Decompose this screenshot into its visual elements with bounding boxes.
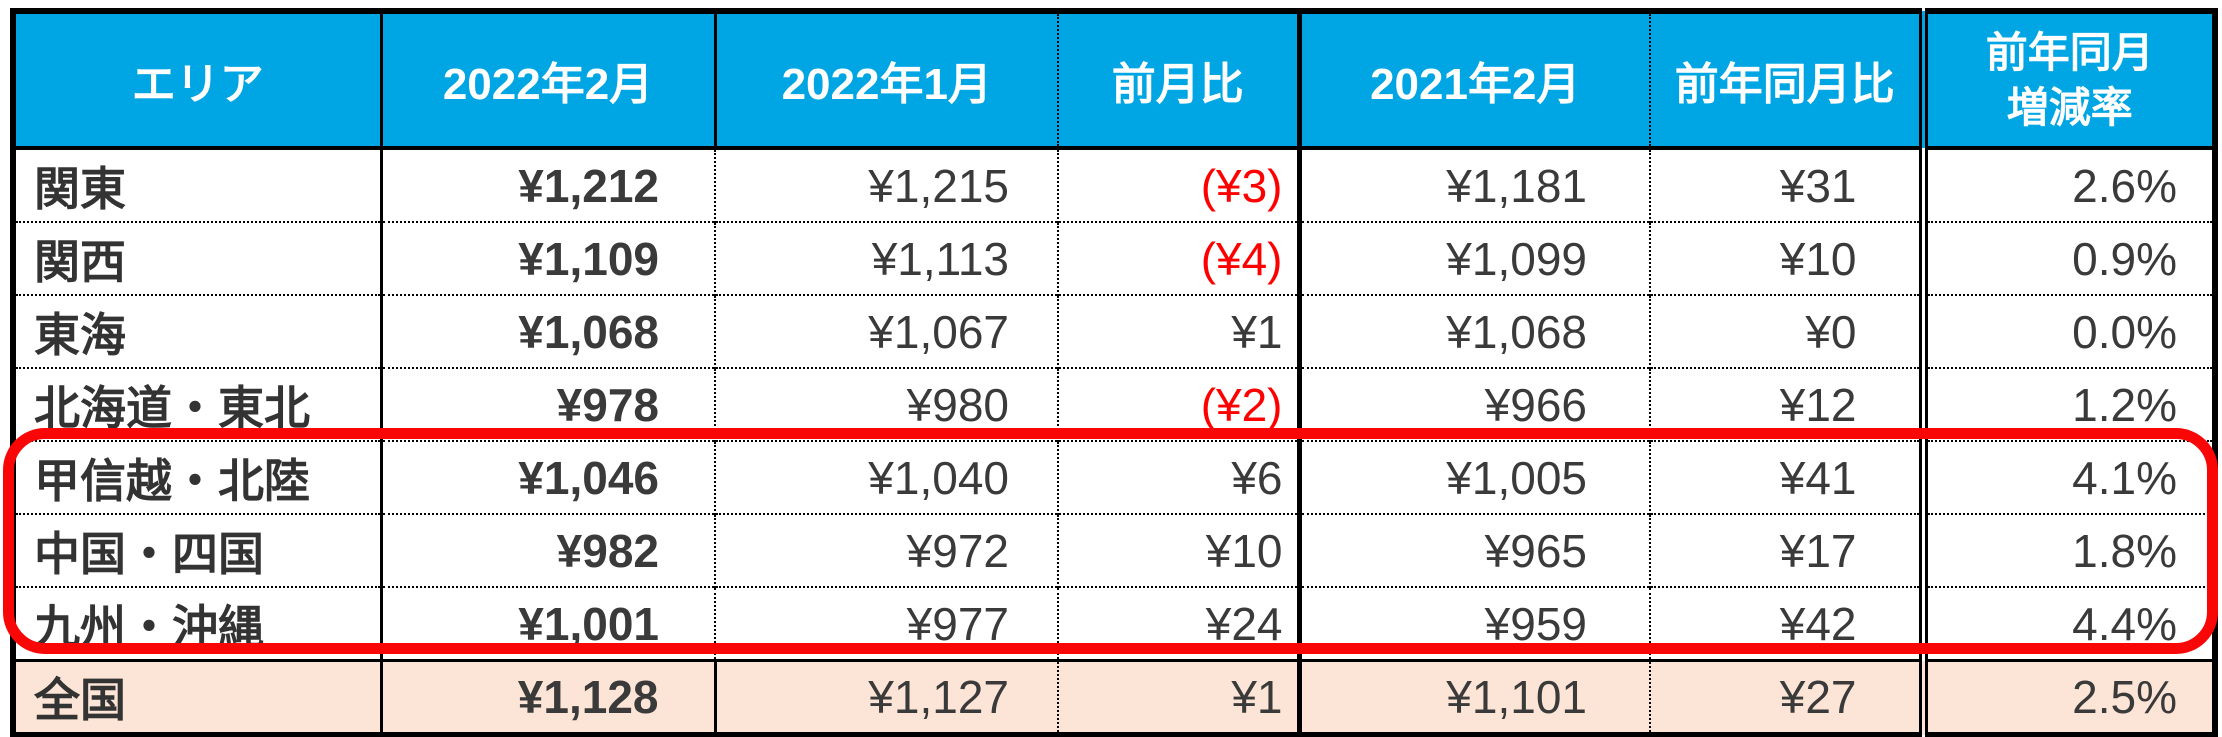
col-header-yoy-rate: 前年同月 増減率 [1918, 11, 2215, 150]
mom-cell: ¥10 [1057, 513, 1299, 587]
yoy-rate-cell: 0.9% [1918, 221, 2215, 295]
feb2022-cell: ¥978 [379, 367, 715, 441]
jan2022-cell: ¥977 [714, 586, 1058, 661]
total-area-cell: 全国 [13, 659, 381, 735]
col-header-area: エリア [13, 11, 381, 150]
table-row: 関西 ¥1,109 ¥1,113 (¥4) ¥1,099 ¥10 0.9% [13, 221, 2215, 295]
total-mom-cell: ¥1 [1057, 659, 1299, 735]
yoy-cell: ¥42 [1649, 586, 1923, 661]
mom-cell: ¥24 [1057, 586, 1299, 661]
negative-value: (¥3) [1200, 159, 1283, 212]
col-header-yoy-rate-line2: 増減率 [2006, 84, 2133, 131]
negative-value: (¥4) [1200, 232, 1283, 285]
feb2022-cell: ¥1,212 [379, 148, 715, 222]
area-cell: 東海 [13, 294, 381, 368]
yoy-rate-cell: 1.8% [1918, 513, 2215, 587]
feb2021-cell: ¥959 [1296, 586, 1650, 661]
table-row: 中国・四国 ¥982 ¥972 ¥10 ¥965 ¥17 1.8% [13, 513, 2215, 587]
area-cell: 中国・四国 [13, 513, 381, 587]
table-row: 北海道・東北 ¥978 ¥980 (¥2) ¥966 ¥12 1.2% [13, 367, 2215, 441]
yoy-cell: ¥0 [1649, 294, 1923, 368]
yoy-rate-cell: 0.0% [1918, 294, 2215, 368]
yoy-rate-cell: 1.2% [1918, 367, 2215, 441]
table-row: 東海 ¥1,068 ¥1,067 ¥1 ¥1,068 ¥0 0.0% [13, 294, 2215, 368]
mom-cell: (¥4) [1057, 221, 1299, 295]
total-yoy-rate-cell: 2.5% [1918, 659, 2215, 735]
table-row: 甲信越・北陸 ¥1,046 ¥1,040 ¥6 ¥1,005 ¥41 4.1% [13, 440, 2215, 514]
feb2022-cell: ¥1,001 [379, 586, 715, 661]
area-cell: 九州・沖縄 [13, 586, 381, 661]
total-jan2022-cell: ¥1,127 [713, 659, 1058, 735]
feb2021-cell: ¥1,005 [1296, 440, 1650, 514]
col-header-feb2022: 2022年2月 [379, 11, 715, 150]
yoy-cell: ¥17 [1649, 513, 1923, 587]
feb2021-cell: ¥966 [1296, 367, 1650, 441]
yoy-cell: ¥31 [1649, 148, 1923, 222]
jan2022-cell: ¥972 [714, 513, 1058, 587]
mom-cell: ¥1 [1057, 294, 1299, 368]
jan2022-cell: ¥980 [714, 367, 1058, 441]
total-feb2021-cell: ¥1,101 [1296, 659, 1650, 735]
col-header-mom: 前月比 [1057, 11, 1299, 150]
total-yoy-cell: ¥27 [1649, 659, 1923, 735]
feb2021-cell: ¥965 [1296, 513, 1650, 587]
feb2021-cell: ¥1,068 [1296, 294, 1650, 368]
yoy-cell: ¥12 [1649, 367, 1923, 441]
yoy-cell: ¥10 [1649, 221, 1923, 295]
area-cell: 甲信越・北陸 [13, 440, 381, 514]
total-row: 全国 ¥1,128 ¥1,127 ¥1 ¥1,101 ¥27 2.5% [13, 659, 2215, 735]
total-feb2022-cell: ¥1,128 [379, 659, 715, 735]
feb2021-cell: ¥1,099 [1296, 221, 1650, 295]
mom-cell: ¥6 [1057, 440, 1299, 514]
area-cell: 関西 [13, 221, 381, 295]
header-row: エリア 2022年2月 2022年1月 前月比 2021年2月 前年同月比 前年… [13, 11, 2215, 150]
negative-value: (¥2) [1200, 378, 1283, 431]
col-header-jan2022: 2022年1月 [713, 11, 1058, 150]
feb2022-cell: ¥1,046 [379, 440, 715, 514]
table-row: 関東 ¥1,212 ¥1,215 (¥3) ¥1,181 ¥31 2.6% [13, 148, 2215, 222]
yoy-cell: ¥41 [1649, 440, 1923, 514]
jan2022-cell: ¥1,040 [714, 440, 1058, 514]
feb2022-cell: ¥1,109 [379, 221, 715, 295]
jan2022-cell: ¥1,067 [714, 294, 1058, 368]
mom-cell: (¥2) [1057, 367, 1299, 441]
area-price-table: エリア 2022年2月 2022年1月 前月比 2021年2月 前年同月比 前年… [10, 8, 2218, 737]
col-header-yoy: 前年同月比 [1649, 11, 1923, 150]
feb2022-cell: ¥982 [379, 513, 715, 587]
col-header-feb2021: 2021年2月 [1296, 11, 1650, 150]
area-cell: 関東 [13, 148, 381, 222]
feb2022-cell: ¥1,068 [379, 294, 715, 368]
jan2022-cell: ¥1,215 [714, 148, 1058, 222]
jan2022-cell: ¥1,113 [714, 221, 1058, 295]
feb2021-cell: ¥1,181 [1296, 148, 1650, 222]
col-header-yoy-rate-line1: 前年同月 [1985, 28, 2154, 76]
yoy-rate-cell: 4.4% [1918, 586, 2215, 661]
mom-cell: (¥3) [1057, 148, 1299, 222]
area-cell: 北海道・東北 [13, 367, 381, 441]
table-row: 九州・沖縄 ¥1,001 ¥977 ¥24 ¥959 ¥42 4.4% [13, 586, 2215, 661]
yoy-rate-cell: 4.1% [1918, 440, 2215, 514]
yoy-rate-cell: 2.6% [1918, 148, 2215, 222]
